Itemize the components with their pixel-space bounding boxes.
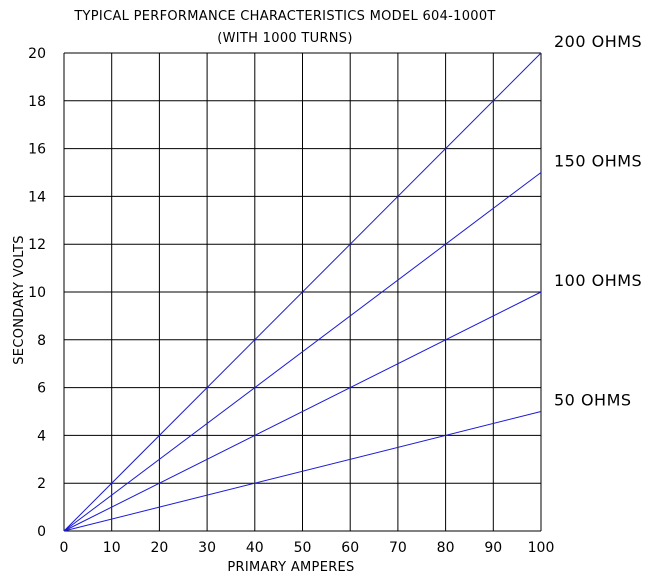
- x-tick-label: 80: [437, 540, 455, 556]
- x-tick-label: 100: [528, 540, 555, 556]
- series-label: 50 OHMS: [554, 391, 632, 410]
- series-line-50-ohms: [63, 411, 542, 532]
- x-tick-label: 0: [60, 540, 69, 556]
- y-tick-label: 16: [28, 142, 46, 158]
- y-tick-label: 20: [28, 46, 46, 62]
- x-tick-label: 10: [103, 540, 121, 556]
- y-tick-label: 10: [28, 285, 46, 301]
- y-tick-label: 8: [37, 333, 46, 349]
- series-label: 200 OHMS: [554, 32, 642, 51]
- y-tick-label: 0: [37, 524, 46, 540]
- x-tick-label: 50: [294, 540, 312, 556]
- grid: [63, 52, 542, 532]
- x-tick-label: 20: [150, 540, 168, 556]
- x-axis-label: PRIMARY AMPERES: [227, 560, 354, 575]
- chart-title: TYPICAL PERFORMANCE CHARACTERISTICS MODE…: [73, 9, 495, 24]
- y-tick-label: 6: [37, 381, 46, 397]
- x-tick-label: 40: [246, 540, 264, 556]
- x-tick-label: 30: [198, 540, 216, 556]
- series-labels: 200 OHMS 150 OHMS 100 OHMS 50 OHMS: [554, 32, 642, 410]
- chart-subtitle: (WITH 1000 TURNS): [217, 31, 352, 46]
- series-label: 100 OHMS: [554, 271, 642, 290]
- series-line-100-ohms: [63, 291, 542, 532]
- y-tick-label: 12: [28, 237, 46, 253]
- y-tick-label: 2: [37, 476, 46, 492]
- y-tick-label: 18: [28, 94, 46, 110]
- y-tick-labels: 0 2 4 6 8 10 12 14 16 18 20: [28, 46, 46, 540]
- series-line-150-ohms: [63, 172, 542, 532]
- y-tick-label: 4: [37, 428, 46, 444]
- series-lines: [63, 52, 542, 532]
- x-tick-label: 60: [341, 540, 359, 556]
- x-tick-labels: 0 10 20 30 40 50 60 70 80 90 100: [60, 540, 555, 556]
- y-tick-label: 14: [28, 189, 46, 205]
- x-tick-label: 90: [484, 540, 502, 556]
- x-tick-label: 70: [389, 540, 407, 556]
- series-label: 150 OHMS: [554, 152, 642, 171]
- y-axis-label: SECONDARY VOLTS: [12, 235, 27, 365]
- series-line-200-ohms: [63, 52, 542, 532]
